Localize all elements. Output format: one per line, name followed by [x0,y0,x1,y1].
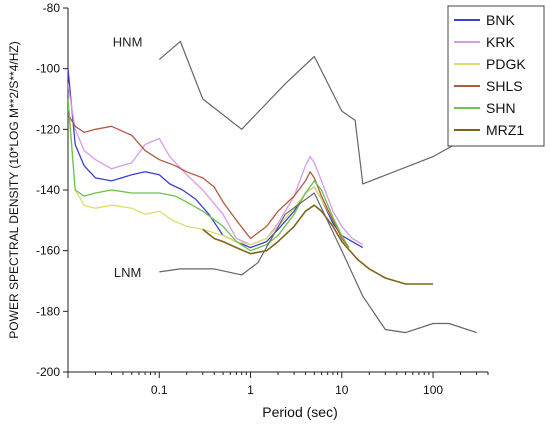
legend-label-shn: SHN [486,100,516,116]
series-line-lnm [159,192,477,334]
legend-label-pdgk: PDGK [486,56,526,72]
legend-label-shls: SHLS [486,78,523,94]
legend: BNK KRK PDGK SHLS SHN MRZ1 [447,5,545,147]
x-tick-label: 100 [423,383,443,397]
axes [67,8,488,373]
x-tick-label: 0.1 [151,383,168,397]
series-line-hnm [158,40,477,185]
y-tick-label: -180 [36,304,60,318]
y-tick-label: -80 [43,1,61,15]
series-line-krk [68,83,364,246]
series-line-shn [68,98,350,252]
series-line-shls [68,113,350,249]
series-layer [68,40,477,334]
y-tick-label: -160 [36,244,60,258]
y-axis-label: POWER SPECTRAL DENSITY (10*LOG M**2/S**4… [7,41,21,338]
legend-label-mrz1: MRZ1 [486,122,524,138]
x-tick-label: 1 [247,383,254,397]
axis-layer: -80 -100 -120 -140 -160 -180 -200 0.1 1 10 100 [36,1,489,397]
y-tick-label: -120 [36,122,60,136]
annotation-hnm: HNM [113,34,143,49]
legend-label-krk: KRK [486,34,515,50]
series-line-pdgk [68,98,343,246]
x-axis-label: Period (sec) [262,404,337,420]
x-tick-label: 10 [335,383,349,397]
y-tick-label: -140 [36,183,60,197]
annotation-lnm: LNM [114,265,141,280]
legend-box [447,5,545,147]
y-tick-label: -200 [36,365,60,379]
annotation-layer: HNM LNM [113,34,143,280]
legend-label-bnk: BNK [486,12,515,28]
series-line-mrz1 [202,204,434,285]
y-tick-label: -100 [36,62,60,76]
